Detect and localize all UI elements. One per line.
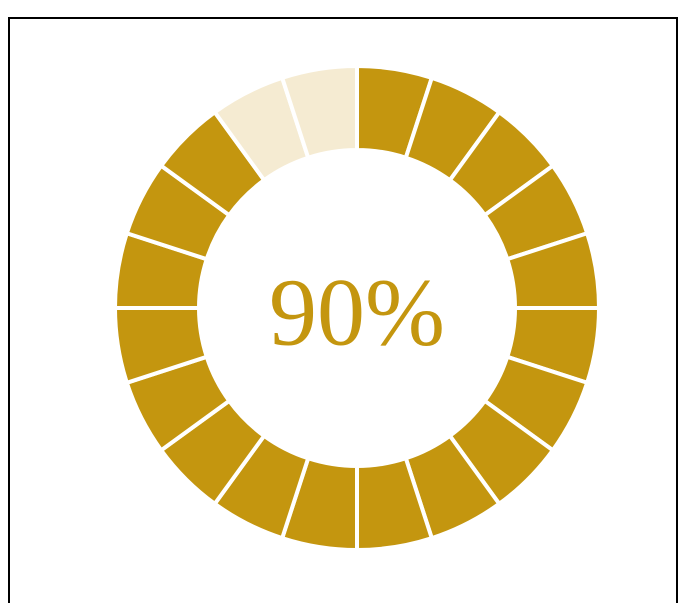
gauge-value-label: 90%	[269, 259, 445, 366]
frame	[8, 17, 678, 603]
gauge-ring	[112, 63, 602, 553]
gauge-segment-empty	[279, 63, 359, 161]
